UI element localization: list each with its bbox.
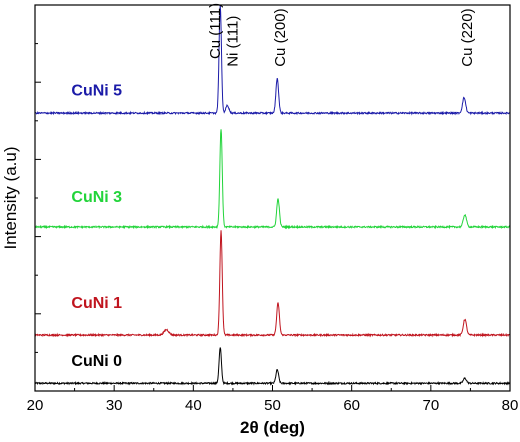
x-tick-label: 50 bbox=[264, 397, 281, 414]
x-tick-label: 60 bbox=[343, 397, 360, 414]
x-tick-label: 80 bbox=[502, 397, 519, 414]
series-line-cuni-3 bbox=[34, 129, 511, 230]
x-tick-label: 30 bbox=[106, 397, 123, 414]
x-tick-label: 40 bbox=[185, 397, 202, 414]
peak-annotation: Cu (200) bbox=[272, 8, 289, 66]
y-axis-title: Intensity (a.u) bbox=[1, 147, 20, 250]
series-line-cuni-0 bbox=[34, 347, 511, 386]
peak-annotation: Cu (220) bbox=[459, 8, 476, 66]
series-label-cuni-1: CuNi 1 bbox=[71, 295, 122, 312]
series-label-cuni-5: CuNi 5 bbox=[71, 83, 122, 100]
x-axis-title: 2θ (deg) bbox=[240, 418, 305, 437]
series-label-cuni-0: CuNi 0 bbox=[71, 353, 122, 370]
series-line-cuni-5 bbox=[34, 5, 511, 116]
peak-annotation: Cu (111) bbox=[207, 3, 224, 59]
series-layer bbox=[34, 5, 511, 386]
labels-layer: CuNi 0 CuNi 1 CuNi 3 CuNi 5 Cu (111) Ni (111)… bbox=[71, 3, 476, 370]
x-tick-label: 70 bbox=[422, 397, 439, 414]
series-label-cuni-3: CuNi 3 bbox=[71, 189, 122, 206]
peak-annotation: Ni (111) bbox=[225, 16, 242, 67]
series-line-cuni-1 bbox=[34, 230, 511, 338]
x-tick-label: 20 bbox=[27, 397, 44, 414]
ticks-layer: 20 30 40 50 60 70 80 bbox=[27, 43, 519, 414]
